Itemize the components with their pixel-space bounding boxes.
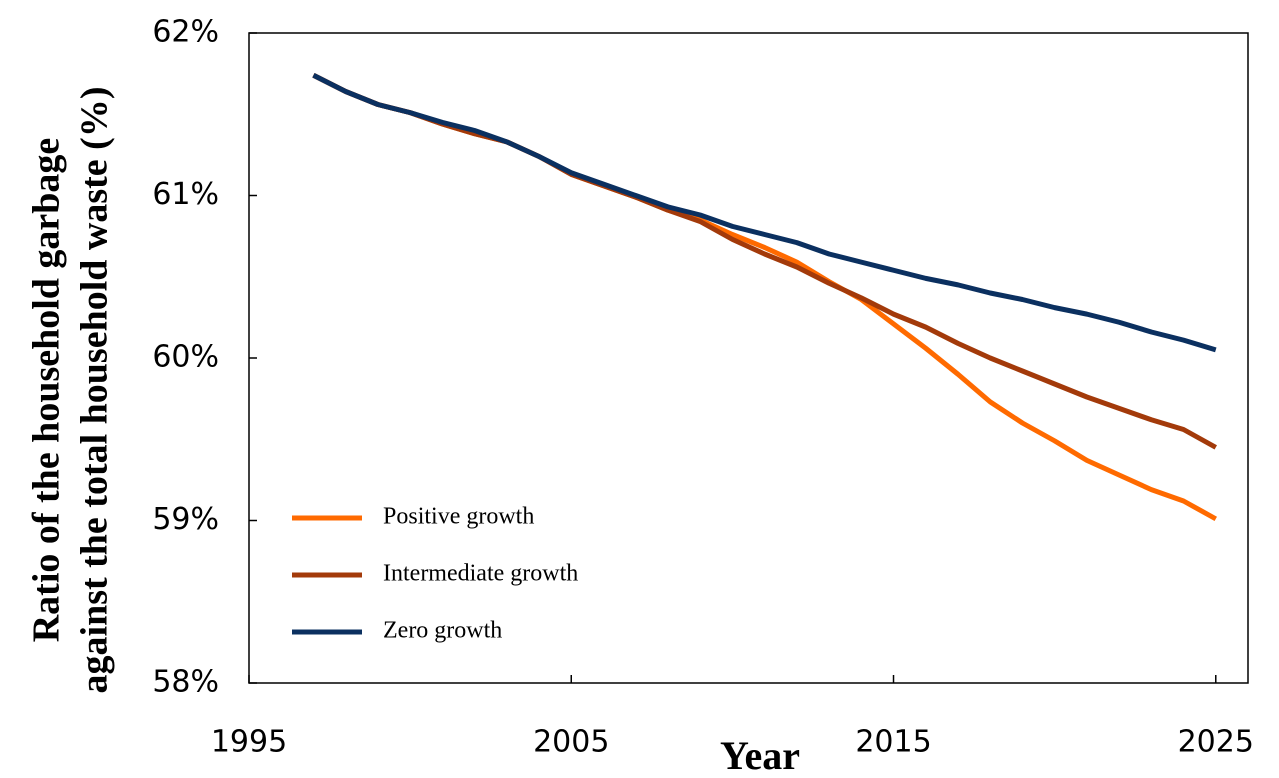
x-tick-label: 2025 (1178, 725, 1254, 760)
y-tick-label: 62% (152, 15, 219, 50)
series-line (312, 73, 1217, 353)
y-axis-label: Ratio of the household garbage (26, 138, 68, 643)
y-tick-label: 59% (152, 502, 219, 537)
x-tick-label: 2005 (533, 725, 609, 760)
y-axis-label: against the total household waste (%) (74, 87, 116, 694)
x-axis-label: Year (720, 733, 800, 778)
x-tick-label: 1995 (211, 725, 287, 760)
y-tick-label: 61% (152, 177, 219, 212)
legend-label: Zero growth (383, 618, 502, 644)
legend-label: Positive growth (383, 504, 534, 530)
series-line (312, 73, 1217, 450)
series-line (312, 73, 1217, 522)
y-tick-label: 58% (152, 665, 219, 700)
y-tick-label: 60% (152, 340, 219, 375)
legend-label: Intermediate growth (383, 561, 578, 587)
x-tick-label: 2015 (855, 725, 931, 760)
